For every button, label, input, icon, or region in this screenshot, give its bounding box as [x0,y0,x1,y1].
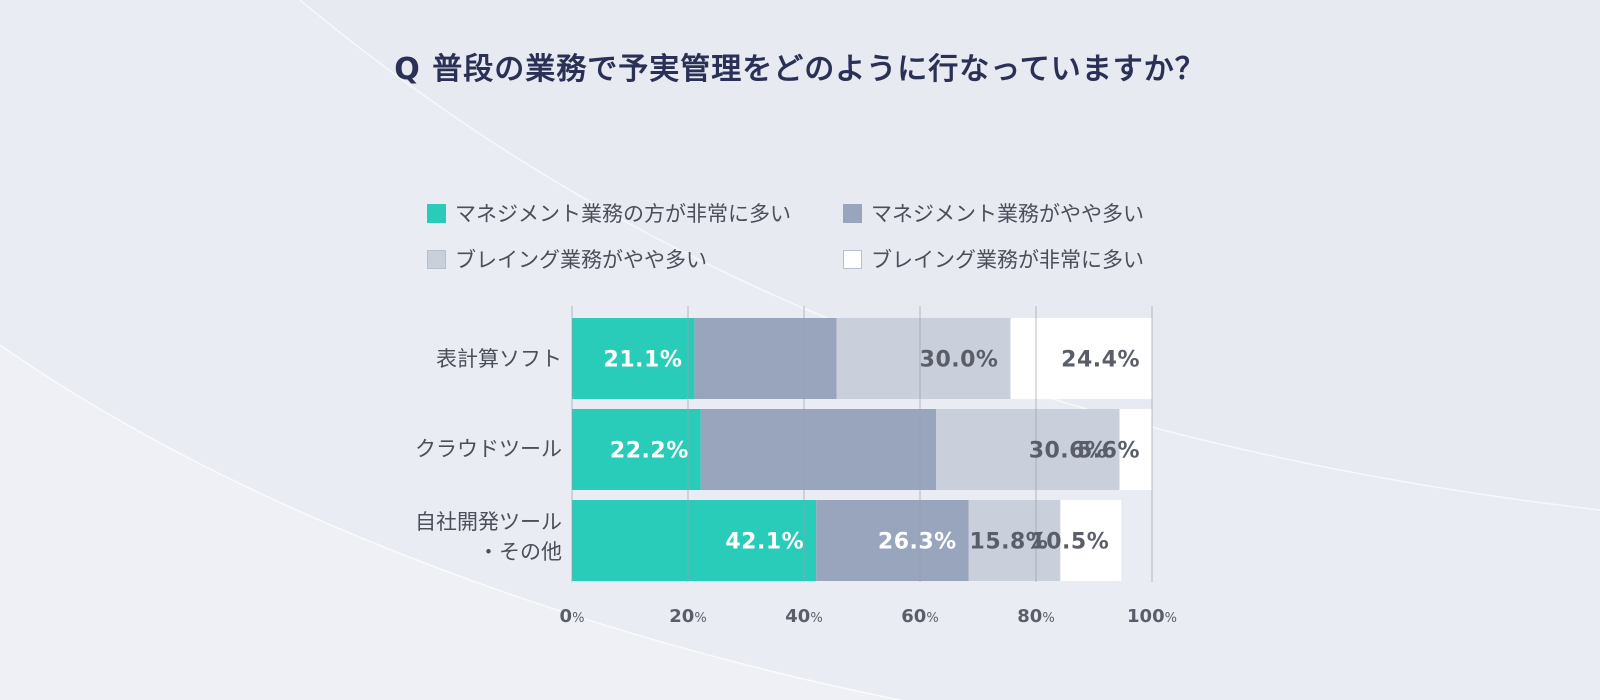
data-label: 42.1% [725,530,804,555]
bar-segment [816,500,969,581]
legend-label: ブレイング業務が非常に多い [871,248,1144,272]
data-label: 21.1% [604,348,683,373]
bar-segment [836,318,1011,399]
category-label-spreadsheet: 表計算ソフト [436,344,562,374]
legend-label: マネジメント業務がやや多い [871,202,1144,226]
x-tick-label: 60% [901,606,938,627]
legend-item-player-slightly-more: ブレイング業務がやや多い [427,246,707,272]
legend-swatch [843,203,862,223]
bar-segment [700,409,937,490]
legend-swatch [427,203,446,223]
bar-segment [572,318,695,399]
category-label-line: クラウドツール [415,437,562,461]
data-label: 22.2% [610,439,689,464]
data-label: 30.6% [1029,439,1108,464]
x-tick-label: 80% [1017,606,1054,627]
bar-segment [572,500,817,581]
x-tick-label: 100% [1127,606,1177,627]
bar-segment [1060,500,1122,581]
bar-segment [936,409,1120,490]
legend-item-management-slightly-more: マネジメント業務がやや多い [843,200,1144,226]
category-label-cloud-tool: クラウドツール [415,434,562,464]
bar-segment [968,500,1061,581]
legend-item-management-much-more: マネジメント業務の方が非常に多い [427,200,791,226]
data-label: 24.4% [1061,348,1140,373]
x-tick-label: 0% [560,606,585,627]
x-tick-label: 20% [669,606,706,627]
data-label: 15.8% [970,530,1049,555]
category-label-line: ・その他 [478,540,562,564]
legend-label: マネジメント業務の方が非常に多い [455,202,791,226]
legend-item-player-much-more: ブレイング業務が非常に多い [843,246,1144,272]
category-label-in-house-tool: 自社開発ツール ・その他 [415,507,562,567]
data-label: 26.3% [878,530,957,555]
data-label: 10.5% [1030,530,1109,555]
category-label-line: 表計算ソフト [436,347,562,371]
legend-label: ブレイング業務がやや多い [455,248,707,272]
bar-segment [694,318,837,399]
legend-swatch [843,249,862,269]
bar-segment [1119,409,1152,490]
legend-swatch [427,249,446,269]
x-tick-label: 40% [785,606,822,627]
data-label: 5.6% [1077,439,1140,464]
bar-segment [1010,318,1152,399]
chart-title: Q 普段の業務で予実管理をどのように行なっていますか？ [394,52,1206,87]
data-label: 30.0% [920,348,999,373]
bar-segment [572,409,701,490]
category-label-line: 自社開発ツール [415,510,562,534]
